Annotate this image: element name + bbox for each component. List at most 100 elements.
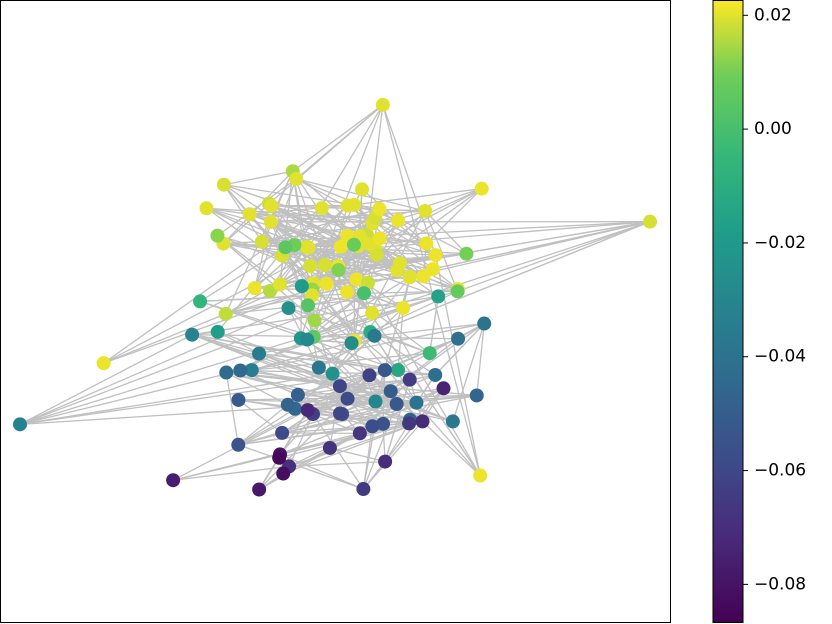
node (340, 285, 355, 300)
node (233, 363, 248, 378)
colorbar-tick-label: 0.00 (754, 119, 792, 139)
node (436, 381, 451, 396)
node (319, 276, 334, 291)
edge (312, 413, 361, 434)
node (252, 482, 267, 497)
node (349, 272, 364, 287)
edge (312, 413, 364, 490)
node (469, 388, 484, 403)
edge (237, 404, 289, 446)
node (352, 426, 367, 441)
node (275, 425, 290, 440)
edge (295, 178, 436, 256)
edge (251, 322, 485, 371)
node (365, 419, 380, 434)
edge (223, 170, 293, 186)
edge (225, 371, 289, 406)
node (254, 234, 269, 249)
node (322, 440, 337, 455)
node (199, 201, 214, 216)
edge (312, 294, 404, 309)
node (361, 236, 376, 251)
colorbar-tick-label: −0.08 (754, 574, 806, 594)
edge (457, 221, 651, 292)
node (247, 281, 262, 296)
node (278, 240, 293, 255)
edge (424, 210, 459, 292)
edge (279, 171, 294, 285)
node (210, 324, 225, 339)
edge (297, 378, 410, 396)
edge (269, 104, 384, 292)
node (264, 198, 279, 213)
node (314, 201, 329, 216)
edge (271, 205, 355, 246)
node (303, 258, 318, 273)
node (375, 97, 390, 112)
edge (192, 334, 459, 340)
node (281, 301, 296, 316)
edge (217, 235, 315, 321)
node (356, 482, 371, 497)
node (355, 182, 370, 197)
node (289, 171, 304, 186)
node (231, 392, 246, 407)
edge (172, 453, 281, 481)
node (300, 403, 315, 418)
edge (282, 420, 423, 475)
node (301, 298, 316, 313)
colorbar-tick-label: −0.06 (754, 461, 806, 481)
node (419, 236, 434, 251)
edge (258, 432, 361, 491)
node (389, 396, 404, 411)
node (477, 316, 492, 331)
plot-area (13, 97, 657, 497)
node (362, 368, 377, 383)
edge (281, 374, 370, 434)
node (445, 414, 460, 429)
node (272, 450, 287, 465)
edge (313, 276, 411, 338)
node (372, 201, 387, 216)
node (299, 240, 314, 255)
node (317, 257, 332, 272)
node (376, 416, 391, 431)
colorbar-tick-label: 0.02 (754, 5, 792, 25)
edge (19, 292, 365, 425)
node (391, 213, 406, 228)
edge (452, 323, 485, 422)
edge (192, 334, 399, 371)
node (193, 294, 208, 309)
node (276, 466, 291, 481)
edge (288, 413, 314, 467)
node (428, 367, 443, 382)
edge (237, 408, 296, 446)
node (290, 387, 305, 402)
node (459, 246, 474, 261)
edge (19, 369, 241, 425)
edge (424, 210, 467, 255)
plot-frame (0, 0, 671, 623)
edge (354, 221, 651, 342)
node (231, 437, 246, 452)
node (372, 231, 387, 246)
node (416, 269, 431, 284)
node (368, 394, 383, 409)
node (263, 284, 278, 299)
edge (339, 374, 370, 414)
edge (271, 205, 342, 248)
edge (19, 373, 333, 426)
edge (292, 104, 384, 172)
node (402, 416, 417, 431)
node (391, 363, 406, 378)
edge (288, 307, 375, 337)
node (378, 454, 393, 469)
edge (254, 221, 272, 289)
edge (382, 104, 437, 256)
node (294, 279, 309, 294)
node (263, 214, 278, 229)
node (402, 269, 417, 284)
node (643, 214, 657, 229)
edge (200, 292, 365, 303)
